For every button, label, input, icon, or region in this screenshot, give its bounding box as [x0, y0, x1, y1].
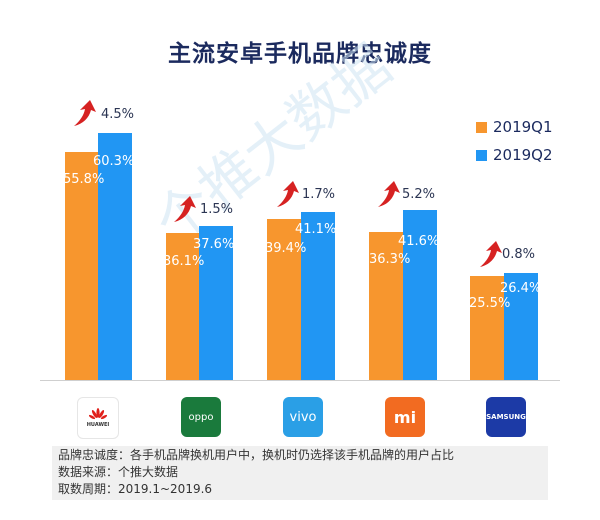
value-huawei-q1: 55.8%	[63, 172, 105, 187]
bar-oppo-q1	[166, 233, 199, 380]
bar-xiaomi-q1	[369, 232, 403, 380]
footnote-box: 品牌忠诚度：各手机品牌换机用户中，换机时仍选择该手机品牌的用户占比 数据来源：个…	[52, 446, 548, 500]
legend-item-2019q2: 2019Q2	[476, 141, 553, 169]
up-arrow-icon	[174, 196, 196, 222]
bar-huawei-q1	[65, 152, 98, 380]
value-oppo-q2: 37.6%	[193, 237, 235, 252]
up-arrow-icon	[480, 241, 502, 267]
value-xiaomi-q2: 41.6%	[398, 234, 440, 249]
up-arrow-icon	[378, 181, 400, 207]
huawei-logo-icon: HUAWEI	[77, 397, 119, 439]
legend-swatch-orange	[476, 121, 487, 133]
value-samsung-q1: 25.5%	[469, 296, 511, 311]
delta-oppo: 1.5%	[200, 202, 234, 217]
value-vivo-q2: 41.1%	[295, 222, 337, 237]
value-huawei-q2: 60.3%	[93, 154, 135, 169]
value-vivo-q1: 39.4%	[265, 241, 307, 256]
bar-vivo-q1	[267, 219, 301, 380]
chart-legend: 2019Q1 2019Q2	[476, 113, 553, 169]
up-arrow-icon	[277, 181, 299, 207]
delta-vivo: 1.7%	[302, 187, 336, 202]
bar-samsung-q1	[470, 276, 504, 380]
xiaomi-logo-icon: mi	[385, 397, 425, 437]
chart-title: 主流安卓手机品牌忠诚度	[168, 41, 432, 67]
x-axis-baseline	[40, 380, 560, 381]
legend-swatch-blue	[476, 149, 487, 161]
huawei-petals-icon	[89, 408, 107, 420]
bar-vivo-q2	[301, 212, 335, 380]
footnote-source: 数据来源：个推大数据	[58, 465, 179, 479]
delta-samsung: 0.8%	[502, 247, 536, 262]
footnote-period: 取数周期：2019.1~2019.6	[58, 482, 213, 496]
bar-xiaomi-q2	[403, 210, 437, 380]
bar-huawei-q2	[98, 133, 132, 380]
value-xiaomi-q1: 36.3%	[369, 252, 411, 267]
bar-samsung-q2	[504, 273, 538, 380]
delta-xiaomi: 5.2%	[402, 187, 436, 202]
value-samsung-q2: 26.4%	[500, 281, 542, 296]
up-arrow-icon	[74, 100, 96, 126]
oppo-logo-icon: oppo	[181, 397, 221, 437]
delta-huawei: 4.5%	[101, 107, 135, 122]
value-oppo-q1: 36.1%	[163, 254, 205, 269]
footnote-definition: 品牌忠诚度：各手机品牌换机用户中，换机时仍选择该手机品牌的用户占比	[58, 448, 455, 462]
samsung-logo-icon: SAMSUNG	[486, 397, 526, 437]
vivo-logo-icon: vivo	[283, 397, 323, 437]
bar-oppo-q2	[199, 226, 233, 380]
legend-item-2019q1: 2019Q1	[476, 113, 553, 141]
